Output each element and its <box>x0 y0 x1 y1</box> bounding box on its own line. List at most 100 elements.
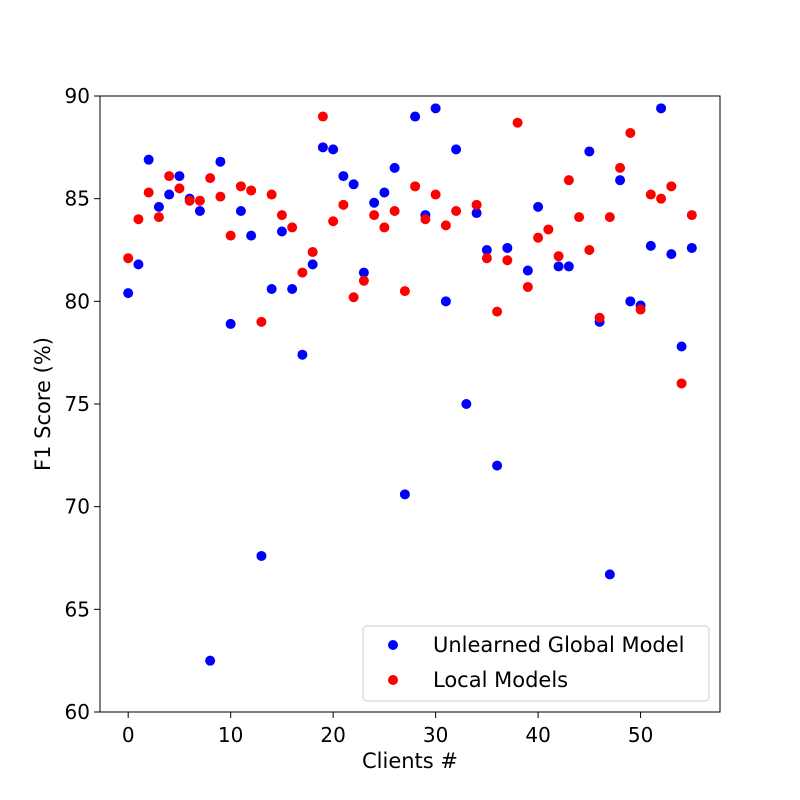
local-model-point <box>246 185 257 196</box>
local-model-point <box>287 222 298 233</box>
global-model-point <box>358 267 369 278</box>
global-model-point <box>256 550 267 561</box>
local-model-point <box>174 183 185 194</box>
local-model-point <box>317 111 328 122</box>
y-axis: 60 65 70 75 80 85 90 <box>65 84 100 724</box>
global-model-point <box>481 245 492 255</box>
local-model-point <box>235 181 246 192</box>
local-model-point <box>553 251 564 262</box>
global-model-point <box>123 288 134 299</box>
local-model-point <box>563 175 574 186</box>
local-model-point <box>584 245 595 255</box>
global-model-point <box>317 142 328 153</box>
global-model-point <box>533 201 544 212</box>
local-model-point <box>451 205 462 216</box>
global-model-point <box>235 205 246 216</box>
local-model-point <box>492 306 503 317</box>
global-model-point <box>307 259 318 270</box>
global-model-point <box>287 284 298 295</box>
global-model-point <box>430 103 441 114</box>
local-model-point <box>430 189 441 200</box>
local-model-point <box>358 275 369 286</box>
y-tick-label: 85 <box>65 187 90 211</box>
global-model-point <box>348 179 359 190</box>
legend-marker-local <box>388 675 398 685</box>
local-model-point <box>123 253 134 264</box>
local-model-point <box>307 247 318 258</box>
global-model-point <box>133 259 144 270</box>
local-model-point <box>276 210 287 221</box>
global-model-point <box>584 146 595 157</box>
plot-frame <box>99 95 721 713</box>
local-model-point <box>205 173 216 184</box>
local-model-point <box>215 191 226 202</box>
global-model-point <box>164 189 175 200</box>
y-tick-label: 70 <box>65 495 90 519</box>
global-model-point <box>461 399 472 409</box>
local-model-point <box>635 304 646 315</box>
local-model-point <box>574 212 585 223</box>
x-tick-label: 0 <box>122 723 135 747</box>
global-model-point <box>502 242 513 253</box>
global-model-point <box>215 156 226 167</box>
x-tick-label: 20 <box>320 723 345 747</box>
global-model-point <box>492 460 503 471</box>
global-model-point <box>246 230 257 241</box>
local-model-point <box>594 312 605 323</box>
global-model-point <box>399 489 410 500</box>
local-model-point <box>153 212 164 223</box>
local-model-point <box>471 199 482 210</box>
global-model-point <box>615 175 626 186</box>
local-model-point <box>440 220 451 231</box>
x-tick-label: 10 <box>218 723 243 747</box>
y-tick-label: 80 <box>65 289 90 313</box>
global-model-point <box>225 318 236 329</box>
global-model-point <box>666 249 677 260</box>
y-tick-label: 90 <box>65 84 90 108</box>
global-model-point <box>471 208 482 219</box>
local-model-point <box>379 222 390 233</box>
x-axis-label: Clients # <box>362 749 458 773</box>
local-model-point <box>389 205 400 216</box>
legend-box <box>362 625 710 702</box>
x-tick-label: 50 <box>628 723 653 747</box>
global-model-point <box>297 349 308 360</box>
y-tick-label: 65 <box>65 597 90 621</box>
global-model-point <box>451 144 462 155</box>
global-model-point <box>174 171 185 182</box>
legend-label-local: Local Models <box>433 668 568 692</box>
local-model-point <box>266 189 277 200</box>
local-model-point <box>143 187 154 198</box>
global-model-point <box>440 296 451 307</box>
global-model-point <box>266 284 277 295</box>
local-model-point <box>604 212 615 223</box>
local-model-point <box>369 210 380 221</box>
global-model-point <box>686 242 697 253</box>
global-model-point <box>205 655 216 666</box>
local-model-point <box>666 181 677 192</box>
legend: Unlearned Global Model Local Models <box>362 625 710 702</box>
y-axis-label: F1 Score (%) <box>31 337 55 471</box>
local-model-point <box>133 214 144 225</box>
global-model-point <box>369 197 380 208</box>
local-model-point <box>615 162 626 173</box>
local-model-point <box>481 253 492 264</box>
local-model-point <box>645 189 656 200</box>
global-model-point <box>645 240 656 251</box>
legend-label-global: Unlearned Global Model <box>433 633 685 657</box>
global-model-point <box>276 226 287 237</box>
local-model-point <box>502 255 513 266</box>
local-model-point <box>399 286 410 297</box>
global-model-point <box>153 201 164 212</box>
x-tick-label: 30 <box>423 723 448 747</box>
local-model-point <box>420 214 431 225</box>
x-axis: 0 10 20 30 40 50 <box>122 712 653 747</box>
global-model-point <box>338 171 349 182</box>
local-model-point <box>676 378 687 389</box>
global-model-point <box>656 103 667 114</box>
local-model-point <box>348 292 359 303</box>
local-model-point <box>410 181 421 192</box>
global-model-point <box>389 162 400 173</box>
local-model-point <box>297 267 308 278</box>
